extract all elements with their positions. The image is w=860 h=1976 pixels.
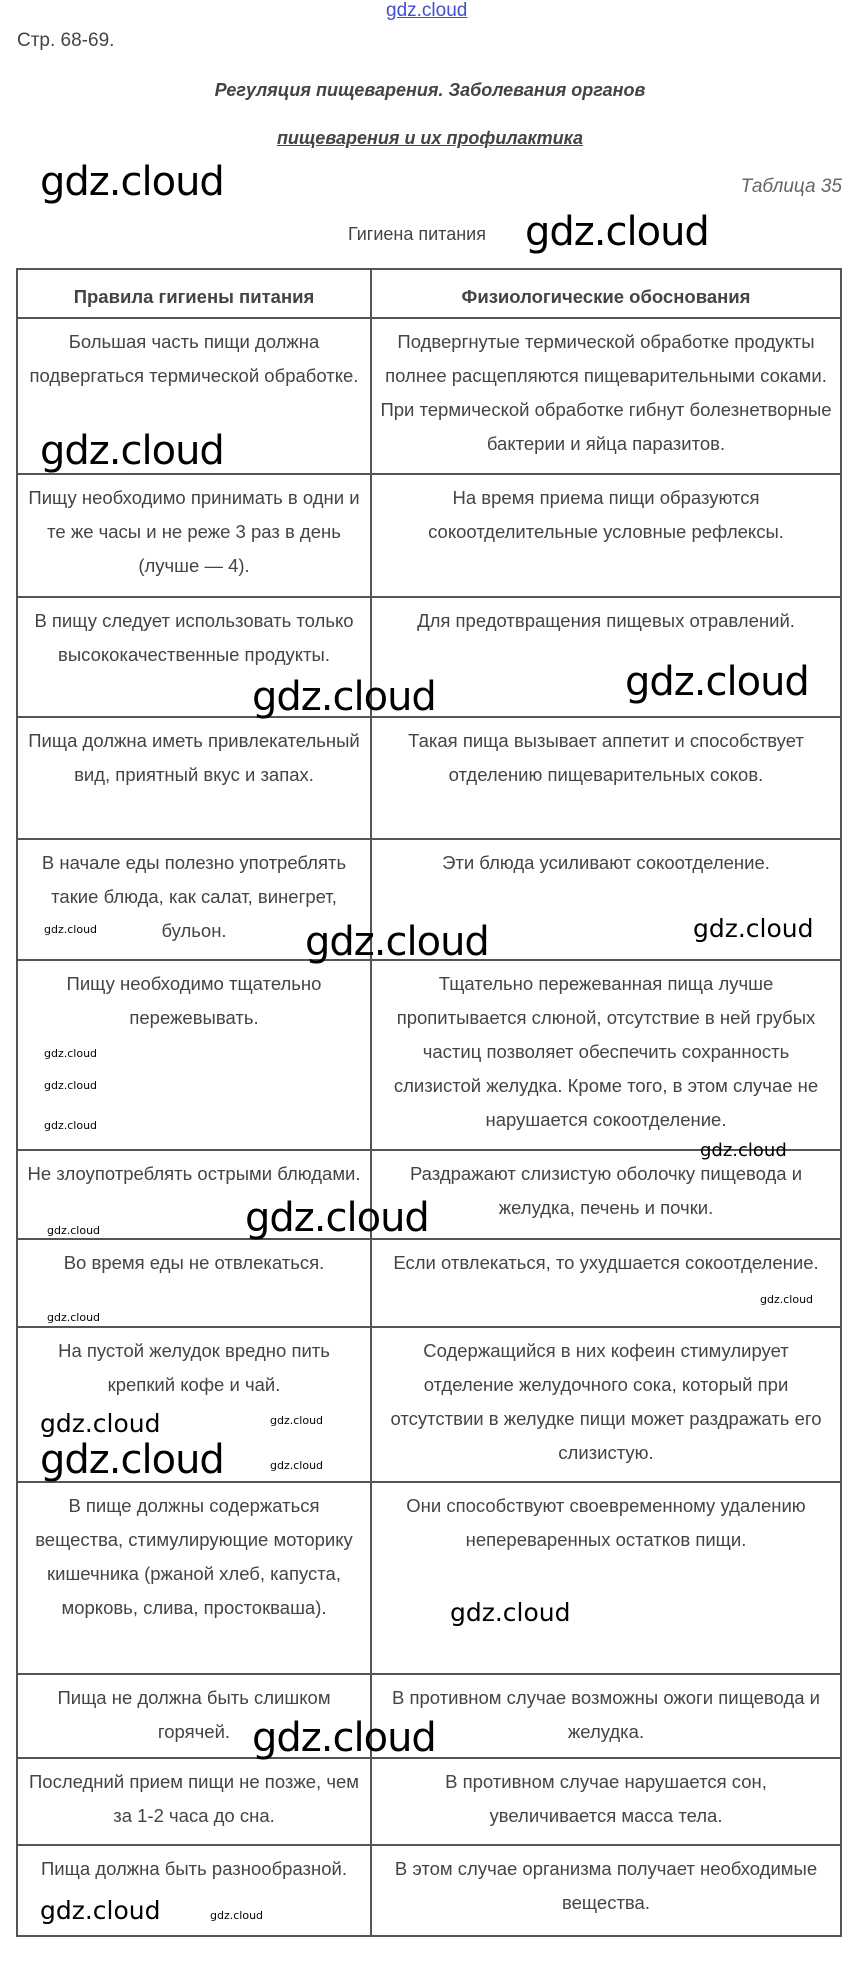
reason-cell: Раздражают слизистую оболочку пищевода и… xyxy=(370,1149,842,1240)
section-title-line1: Регуляция пищеварения. Заболевания орган… xyxy=(214,80,646,100)
watermark: gdz.cloud xyxy=(44,923,98,936)
table-row: Пищу необходимо тщательно пережевывать. Т… xyxy=(16,959,842,1151)
rule-cell: В начале еды полезно употреблять такие б… xyxy=(16,838,372,961)
table-row: На пустой желудок вредно пить крепкий ко… xyxy=(16,1326,842,1483)
reason-cell: Содержащийся в них кофеин стимулирует от… xyxy=(370,1326,842,1483)
watermark: gdz.cloud xyxy=(40,1896,161,1925)
reason-cell: Для предотвращения пищевых отравлений. xyxy=(370,596,842,718)
section-title-line2: пищеварения и их профилактика xyxy=(276,128,584,148)
watermark: gdz.cloud xyxy=(305,919,490,965)
watermark: gdz.cloud xyxy=(44,1079,98,1092)
watermark: gdz.cloud xyxy=(270,1414,324,1427)
rule-cell: Большая часть пищи должна подвергаться т… xyxy=(16,317,372,475)
rule-cell: Последний прием пищи не позже, чем за 1-… xyxy=(16,1757,372,1846)
table-number: Таблица 35 xyxy=(740,176,842,197)
watermark: gdz.cloud xyxy=(700,1140,787,1161)
table-row: В пище должны содержаться вещества, стим… xyxy=(16,1481,842,1675)
reason-cell: В противном случае нарушается сон, увели… xyxy=(370,1757,842,1846)
watermark: gdz.cloud xyxy=(47,1311,101,1324)
watermark: gdz.cloud xyxy=(625,659,810,705)
reason-cell: Если отвлекаться, то ухудшается сокоотде… xyxy=(370,1238,842,1328)
watermark: gdz.cloud xyxy=(40,1437,225,1483)
table-row: Пищу необходимо принимать в одни и те же… xyxy=(16,473,842,598)
watermark: gdz.cloud xyxy=(44,1119,98,1132)
rule-cell: Пища не должна быть слишком горячей. xyxy=(16,1673,372,1759)
watermark: gdz.cloud xyxy=(210,1909,264,1922)
table-row: Во время еды не отвлекаться. Если отвлека… xyxy=(16,1238,842,1328)
reason-cell: Эти блюда усиливают сокоотделение. xyxy=(370,838,842,961)
watermark: gdz.cloud xyxy=(450,1598,571,1627)
table-row: В пищу следует использовать только высок… xyxy=(16,596,842,718)
table-row: Пища должна быть разнообразной. В этом сл… xyxy=(16,1844,842,1937)
rule-cell: На пустой желудок вредно пить крепкий ко… xyxy=(16,1326,372,1483)
table-row: Большая часть пищи должна подвергаться т… xyxy=(16,317,842,475)
table-row: В начале еды полезно употреблять такие б… xyxy=(16,838,842,961)
table-row: Пища не должна быть слишком горячей. В пр… xyxy=(16,1673,842,1759)
rule-cell: В пищу следует использовать только высок… xyxy=(16,596,372,718)
watermark: gdz.cloud xyxy=(40,1409,161,1438)
rule-cell: Пищу необходимо принимать в одни и те же… xyxy=(16,473,372,598)
table-caption: Гигиена питания xyxy=(348,224,486,244)
table-row: Пища должна иметь привлекательный вид, п… xyxy=(16,716,842,840)
rule-cell: Пища должна иметь привлекательный вид, п… xyxy=(16,716,372,840)
watermark: gdz.cloud xyxy=(760,1293,814,1306)
rule-cell: Пища должна быть разнообразной. xyxy=(16,1844,372,1937)
rule-cell: В пище должны содержаться вещества, стим… xyxy=(16,1481,372,1675)
hygiene-table: Правила гигиены питания Физиологические … xyxy=(16,268,842,1937)
table-row: Не злоупотреблять острыми блюдами. Раздра… xyxy=(16,1149,842,1240)
column-header-reasons: Физиологические обоснования xyxy=(370,268,842,319)
reason-cell: На время приема пищи образуются сокоотде… xyxy=(370,473,842,598)
watermark: gdz.cloud xyxy=(525,209,710,255)
rule-cell: Не злоупотреблять острыми блюдами. xyxy=(16,1149,372,1240)
watermark: gdz.cloud xyxy=(270,1459,324,1472)
column-header-rules: Правила гигиены питания xyxy=(16,268,372,319)
reason-cell: Они способствуют своевременному удалению… xyxy=(370,1481,842,1675)
table-header-row: Правила гигиены питания Физиологические … xyxy=(16,268,842,319)
watermark: gdz.cloud xyxy=(252,674,437,720)
watermark: gdz.cloud xyxy=(44,1047,98,1060)
reason-cell: Подвергнутые термической обработке проду… xyxy=(370,317,842,475)
rule-cell: Пищу необходимо тщательно пережевывать. xyxy=(16,959,372,1151)
watermark: gdz.cloud xyxy=(40,428,225,474)
watermark: gdz.cloud xyxy=(47,1224,101,1237)
table-row: Последний прием пищи не позже, чем за 1-… xyxy=(16,1757,842,1846)
rule-cell: Во время еды не отвлекаться. xyxy=(16,1238,372,1328)
watermark: gdz.cloud xyxy=(252,1715,437,1761)
reason-cell: В противном случае возможны ожоги пищево… xyxy=(370,1673,842,1759)
reason-cell: Тщательно пережеванная пища лучше пропит… xyxy=(370,959,842,1151)
watermark: gdz.cloud xyxy=(40,159,225,205)
watermark: gdz.cloud xyxy=(693,914,814,943)
watermark: gdz.cloud xyxy=(245,1195,430,1241)
reason-cell: Такая пища вызывает аппетит и способству… xyxy=(370,716,842,840)
reason-cell: В этом случае организма получает необход… xyxy=(370,1844,842,1937)
page-reference: Стр. 68-69. xyxy=(17,30,115,51)
site-link[interactable]: gdz.cloud xyxy=(386,0,468,21)
